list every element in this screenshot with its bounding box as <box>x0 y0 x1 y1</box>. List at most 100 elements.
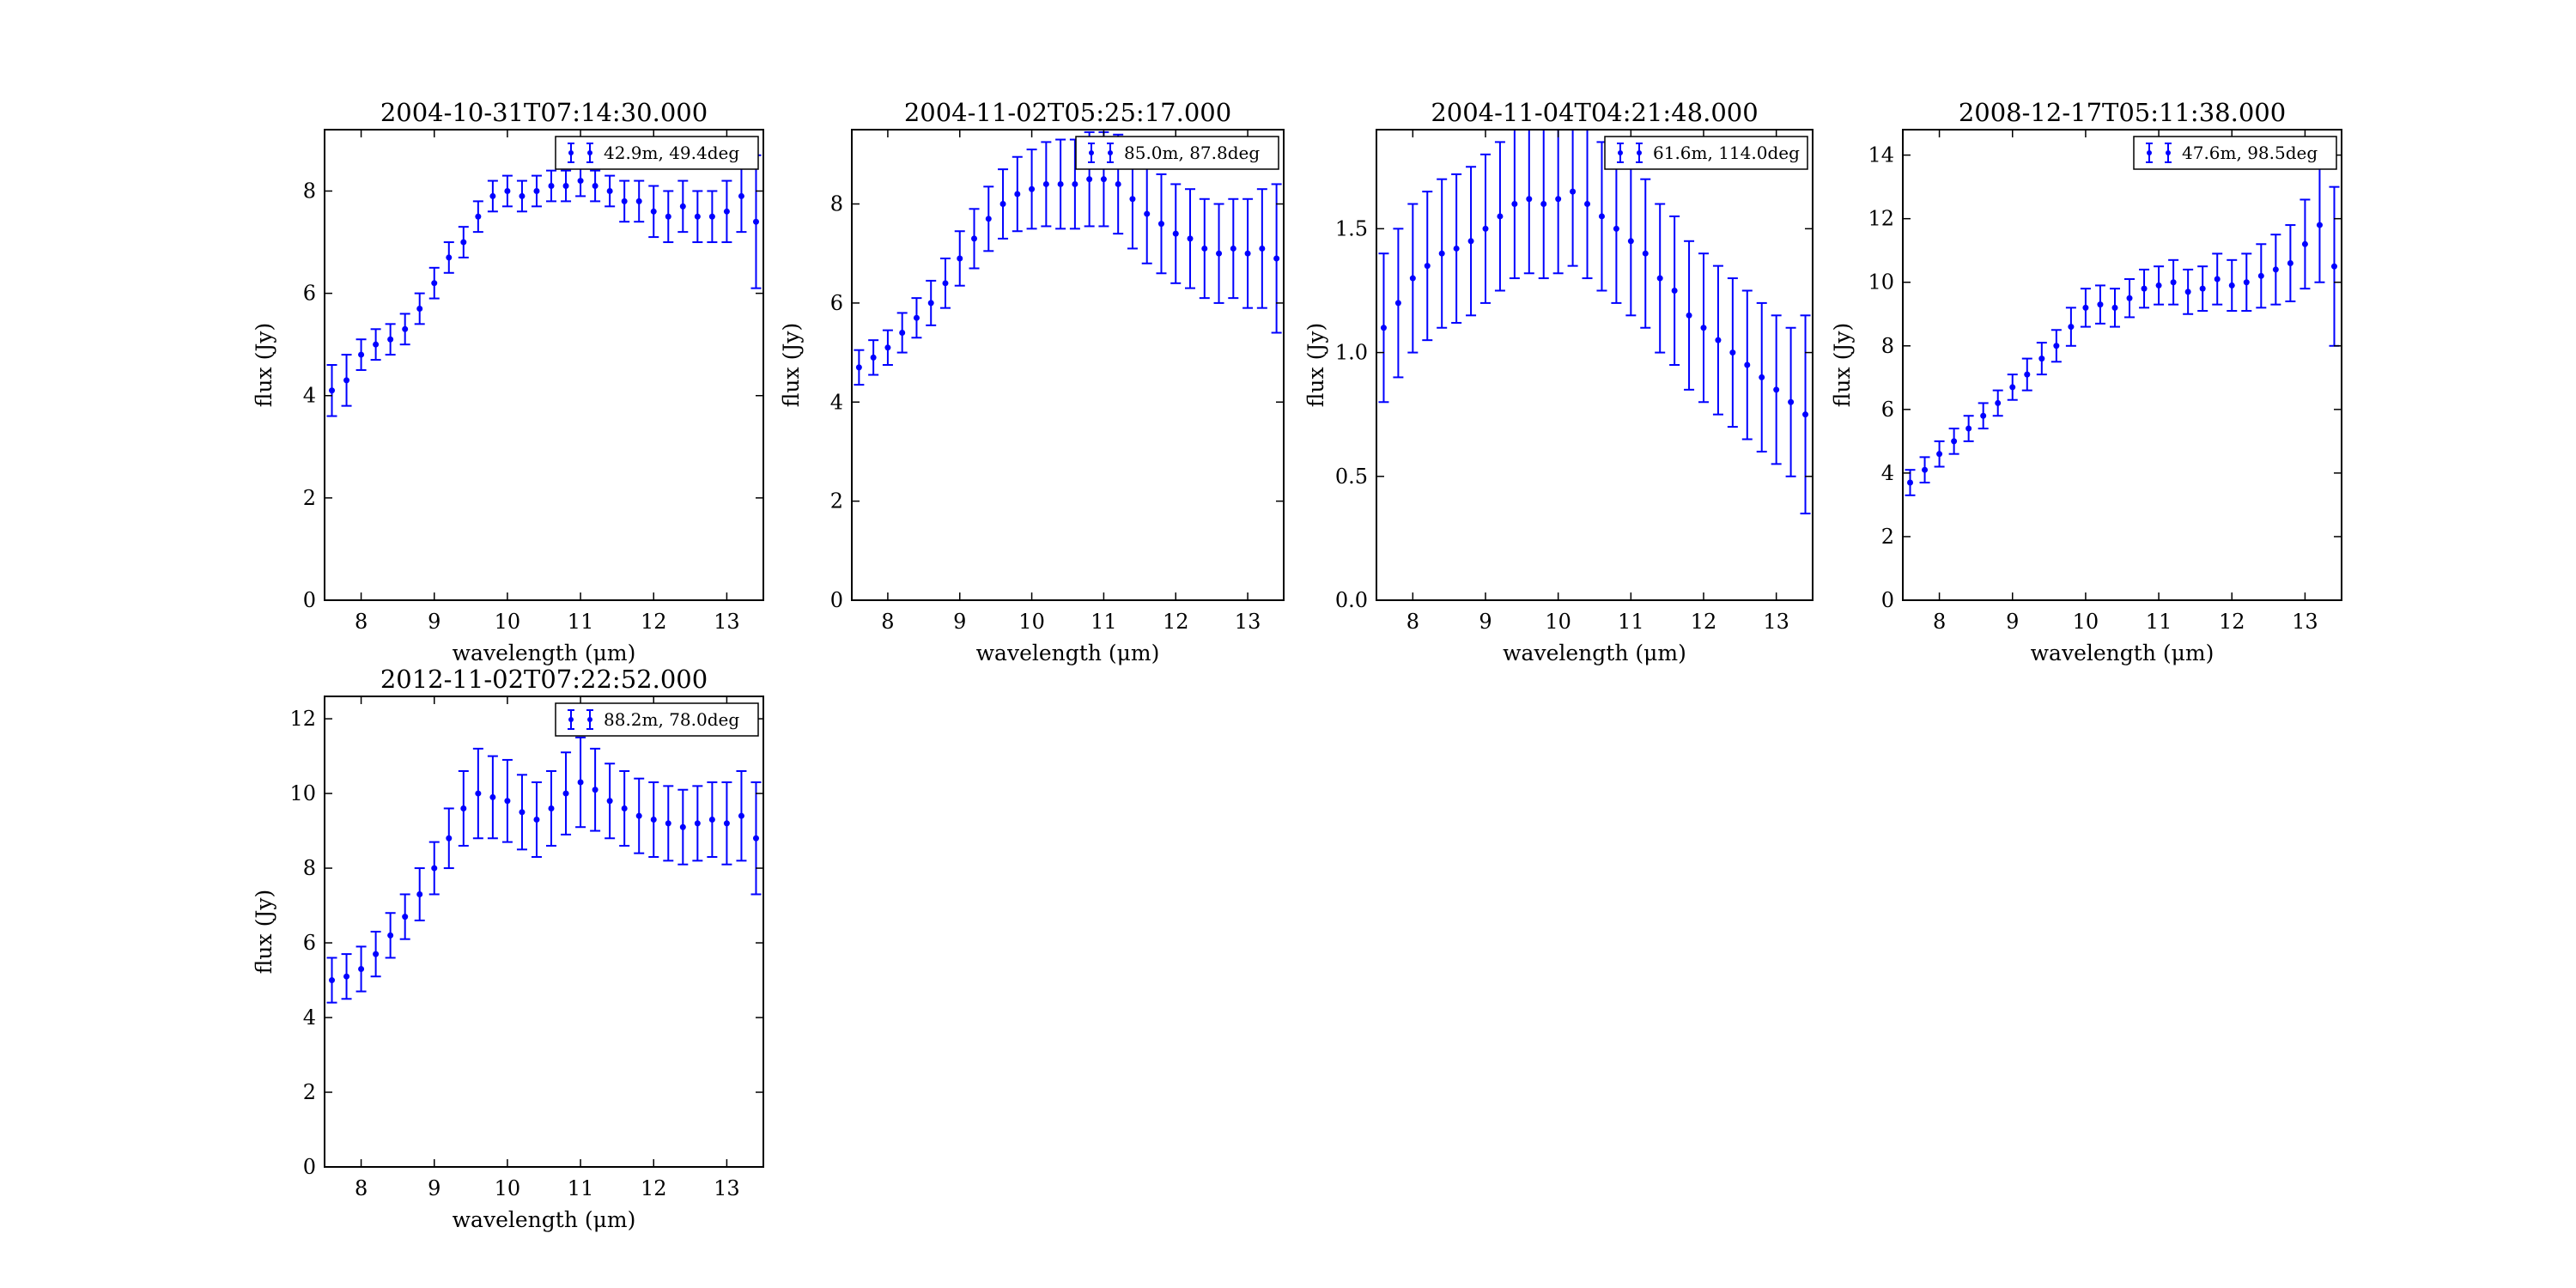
data-point <box>1482 225 1489 232</box>
data-point <box>1936 451 1943 458</box>
data-point <box>1584 201 1591 208</box>
legend-marker-icon <box>1089 150 1094 155</box>
subplot-5: 8 9 10 11 12 13 0 2 4 6 8 10 12 2012-11-02T07:22:52.0… <box>252 665 764 1232</box>
subplot-title: 2012-11-02T07:22:52.000 <box>380 665 708 694</box>
data-point <box>1086 176 1093 183</box>
data-point <box>504 187 511 194</box>
data-point <box>679 823 686 830</box>
y-axis-label: flux (Jy) <box>252 890 276 974</box>
x-tick-label: 12 <box>1163 610 1189 634</box>
data-point <box>927 300 934 307</box>
data-point <box>1424 263 1431 270</box>
data-point <box>738 192 744 199</box>
subplot-2: 8 9 10 11 12 13 0 2 4 6 8 2004-11-02T05:25:17.000 wa… <box>779 98 1285 665</box>
data-point <box>533 817 540 823</box>
legend-marker-icon <box>1108 150 1113 155</box>
y-tick-label: 14 <box>1868 143 1894 167</box>
x-tick-label: 13 <box>1763 610 1789 634</box>
data-point <box>1014 191 1021 197</box>
data-point <box>1467 238 1474 245</box>
data-point <box>1540 201 1547 208</box>
data-point <box>1172 230 1179 237</box>
data-point <box>1187 235 1194 242</box>
legend-label: 85.0m, 87.8deg <box>1124 143 1260 163</box>
y-tick-label: 0 <box>830 588 843 612</box>
x-tick-label: 8 <box>355 1176 368 1200</box>
x-axis-label: wavelength (μm) <box>1503 641 1686 665</box>
x-tick-label: 11 <box>568 1176 594 1200</box>
y-tick-label: 2 <box>830 489 843 513</box>
data-point <box>475 790 482 797</box>
data-point <box>577 178 584 185</box>
data-point <box>1438 250 1445 257</box>
legend-marker-icon <box>568 717 574 722</box>
legend: 61.6m, 114.0deg <box>1604 136 1808 170</box>
data-point <box>752 835 759 841</box>
data-point <box>2170 279 2177 286</box>
x-tick-label: 9 <box>953 610 966 634</box>
legend-marker-icon <box>2166 150 2171 155</box>
data-point <box>708 213 715 220</box>
data-point <box>387 336 394 343</box>
data-point <box>2068 324 2075 331</box>
data-point <box>1394 300 1401 307</box>
data-point <box>1744 361 1751 368</box>
data-point <box>592 183 598 190</box>
data-point <box>1980 412 1987 419</box>
data-point <box>1029 185 1036 192</box>
data-point <box>1409 275 1416 282</box>
data-point <box>402 325 409 332</box>
x-tick-label: 9 <box>1479 610 1492 634</box>
data-point <box>708 817 715 823</box>
x-tick-label: 8 <box>881 610 894 634</box>
legend: 88.2m, 78.0deg <box>555 702 759 737</box>
x-tick-label: 9 <box>428 610 440 634</box>
data-point <box>2024 371 2031 378</box>
legend-marker-icon <box>587 717 592 722</box>
subplot-title: 2004-11-02T05:25:17.000 <box>904 98 1231 127</box>
data-point <box>1700 325 1707 331</box>
data-point <box>2257 272 2264 279</box>
data-point <box>548 183 555 190</box>
data-point <box>694 820 701 827</box>
data-series <box>1378 130 1811 515</box>
y-axis-label: flux (Jy) <box>1830 323 1855 407</box>
data-point <box>1100 176 1107 183</box>
legend-label: 61.6m, 114.0deg <box>1653 143 1800 163</box>
data-point <box>985 216 992 222</box>
y-tick-label: 1.0 <box>1335 341 1368 365</box>
data-point <box>343 377 350 384</box>
data-point <box>1380 325 1387 331</box>
legend-label: 42.9m, 49.4deg <box>604 143 739 163</box>
y-tick-label: 6 <box>1881 398 1894 422</box>
legend-marker-icon <box>1618 150 1623 155</box>
axes-frame <box>1376 129 1814 601</box>
data-point <box>1511 201 1518 208</box>
data-point <box>343 973 350 980</box>
data-point <box>1144 210 1151 217</box>
data-point <box>402 914 409 920</box>
data-point <box>1570 188 1577 195</box>
data-point <box>650 208 657 215</box>
data-point <box>971 235 978 242</box>
data-point <box>999 201 1006 208</box>
data-point <box>416 891 423 898</box>
y-tick-label: 8 <box>303 179 316 203</box>
x-tick-label: 13 <box>714 610 740 634</box>
data-point <box>679 203 686 210</box>
data-point <box>1951 438 1958 445</box>
y-tick-label: 8 <box>830 192 843 216</box>
data-point <box>1157 221 1164 228</box>
x-tick-label: 10 <box>2073 610 2099 634</box>
x-tick-label: 8 <box>1933 610 1946 634</box>
axes-frame <box>851 129 1285 601</box>
data-point <box>2097 301 2104 308</box>
data-series <box>1905 167 2340 496</box>
data-point <box>489 192 496 199</box>
data-point <box>1715 337 1722 343</box>
data-point <box>870 354 877 361</box>
data-point <box>2184 289 2191 295</box>
data-point <box>1244 250 1251 257</box>
data-point <box>913 314 920 321</box>
